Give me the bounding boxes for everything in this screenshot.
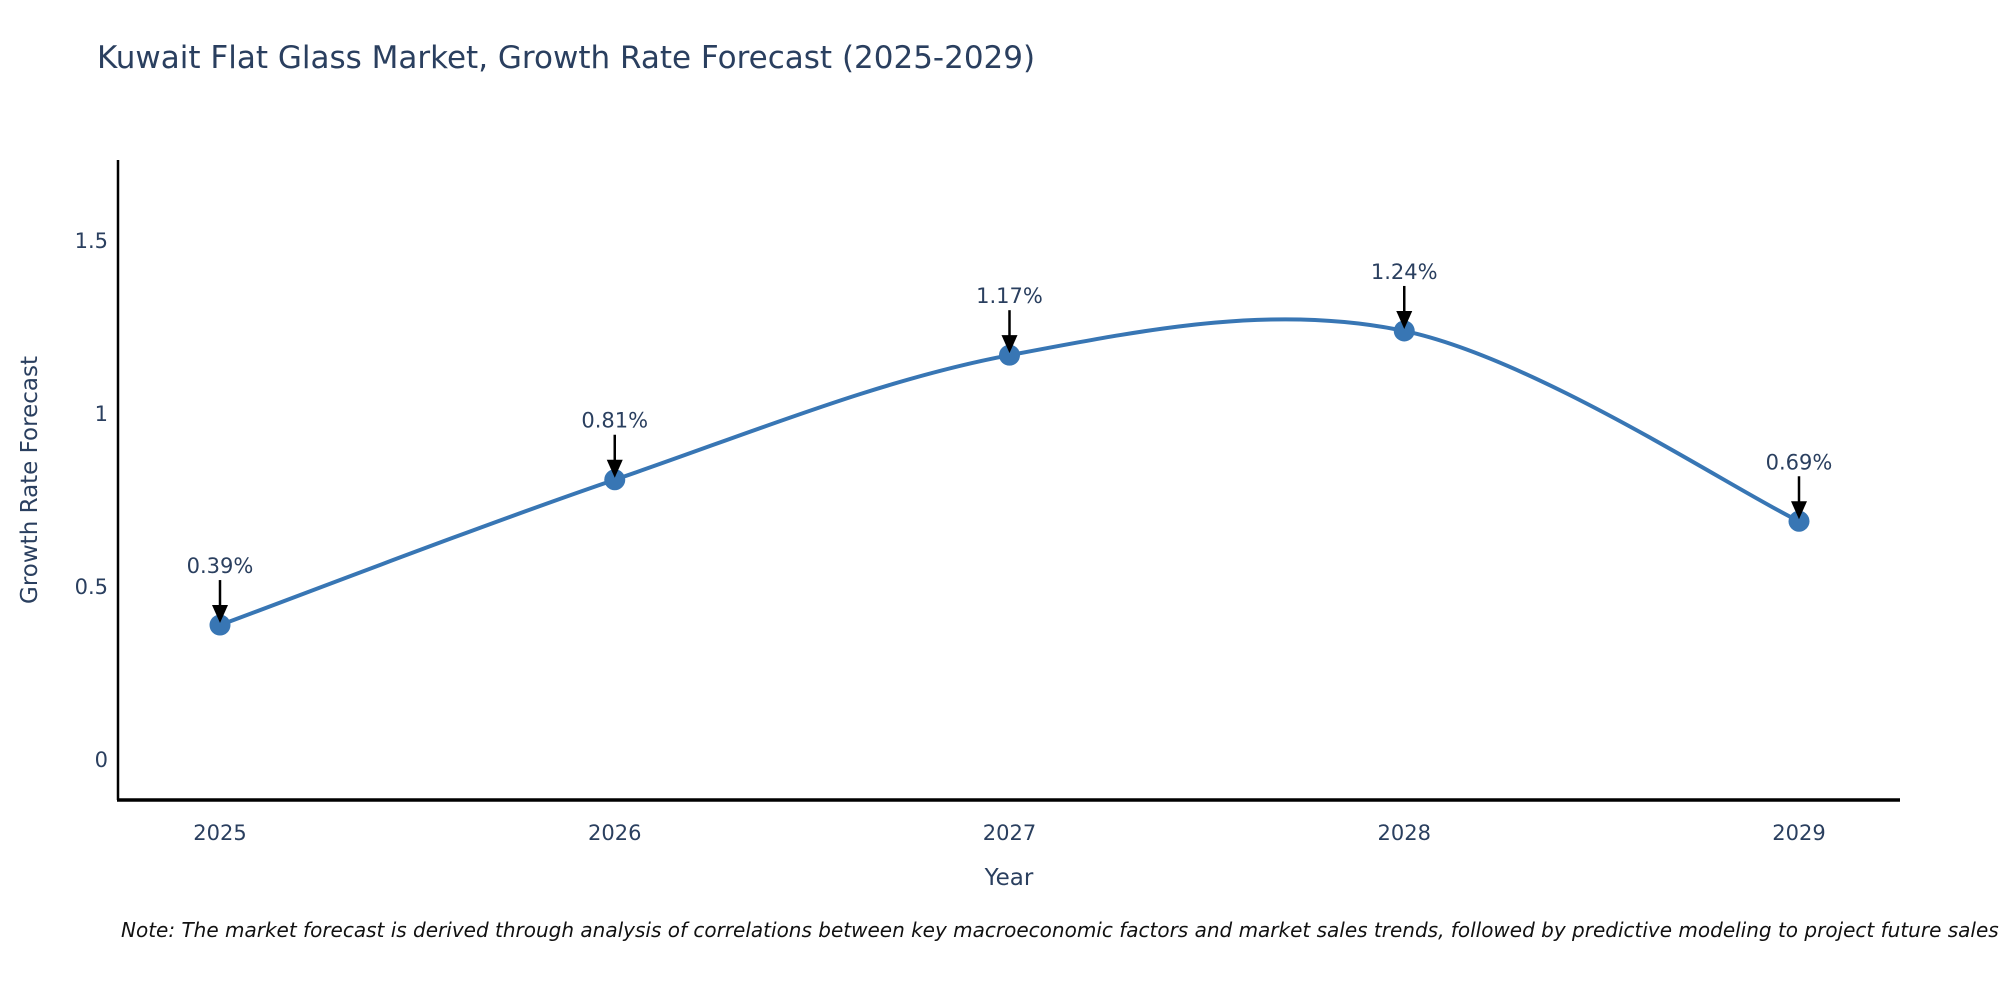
annotation-label-2025: 0.39%	[187, 554, 254, 578]
x-tick-label-2028: 2028	[1378, 821, 1431, 845]
annotation-label-2027: 1.17%	[976, 284, 1043, 308]
annotation-arrowhead-2025	[212, 605, 228, 624]
x-tick-label-2026: 2026	[588, 821, 641, 845]
annotation-arrowhead-2029	[1791, 501, 1807, 520]
x-tick-label-2027: 2027	[983, 821, 1036, 845]
x-axis-title: Year	[984, 865, 1034, 891]
annotation-arrowhead-2027	[1001, 335, 1018, 354]
data-point-2027[interactable]	[999, 344, 1020, 366]
x-tick-label-2029: 2029	[1772, 821, 1825, 845]
y-tick-label-1.5: 1.5	[75, 229, 108, 253]
y-tick-label-0: 0	[95, 748, 108, 772]
footnote-text: Note: The market forecast is derived thr…	[121, 918, 1999, 942]
y-tick-label-0.5: 0.5	[75, 575, 108, 599]
x-tick-label-2025: 2025	[193, 821, 246, 845]
annotation-label-2026: 0.81%	[581, 409, 648, 433]
data-point-2025[interactable]	[209, 614, 231, 636]
data-point-2029[interactable]	[1788, 510, 1810, 532]
annotation-arrowhead-2026	[606, 459, 623, 478]
annotation-label-2029: 0.69%	[1766, 450, 1833, 474]
annotation-arrowhead-2028	[1396, 310, 1413, 329]
chart-title: Kuwait Flat Glass Market, Growth Rate Fo…	[97, 40, 1036, 76]
data-point-2028[interactable]	[1393, 320, 1415, 342]
annotation-label-2028: 1.24%	[1371, 260, 1438, 284]
data-point-2026[interactable]	[604, 469, 626, 491]
y-tick-label-1: 1	[95, 402, 108, 426]
